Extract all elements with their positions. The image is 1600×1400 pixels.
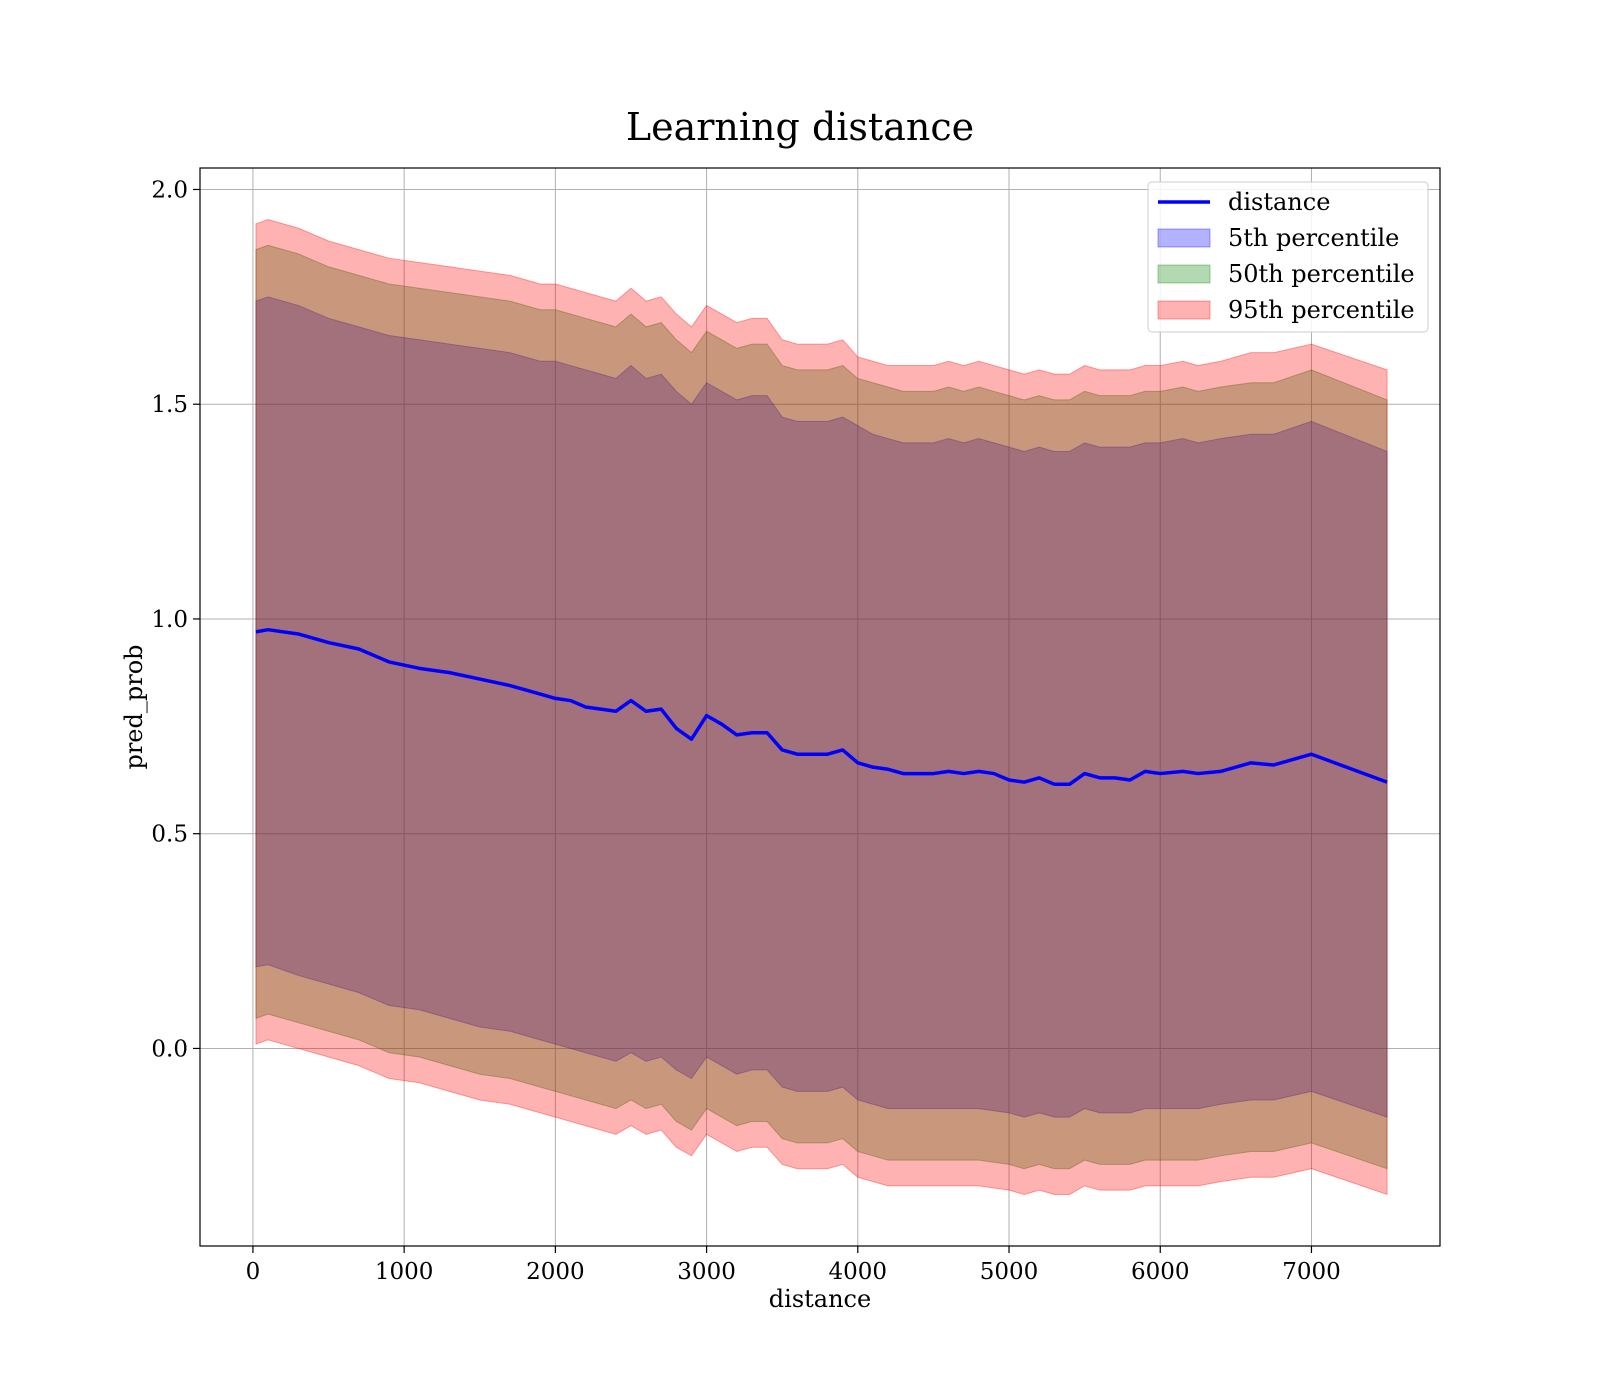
legend-box: [1147, 181, 1429, 333]
y-tick-label: 1.5: [151, 392, 188, 418]
legend-swatch-5th-percentile: [1157, 228, 1211, 248]
x-tick-label: 1000: [375, 1259, 434, 1285]
y-axis-label: pred_prob: [120, 644, 148, 769]
x-tick-label: 0: [246, 1259, 261, 1285]
x-tick-label: 6000: [1131, 1259, 1190, 1285]
y-tick-label: 2.0: [151, 177, 188, 203]
legend-label-50th-percentile: 50th percentile: [1228, 260, 1415, 288]
plot-area: 0 1000 2000 3000 4000 5000 6000 7000 0.0 0.5 1.0 1.…: [151, 167, 1441, 1285]
legend-label-5th-percentile: 5th percentile: [1228, 224, 1399, 252]
chart-title: Learning distance: [626, 105, 974, 149]
y-tick-label: 0.0: [151, 1036, 188, 1062]
x-tick-label: 2000: [526, 1259, 585, 1285]
legend-label-distance: distance: [1228, 188, 1330, 216]
x-tick-label: 3000: [677, 1259, 736, 1285]
x-axis-label: distance: [769, 1285, 871, 1313]
x-tick-label: 5000: [980, 1259, 1039, 1285]
band-50th-percentile: [255, 244, 1388, 1170]
y-tick-label: 0.5: [151, 822, 188, 848]
x-tick-label: 7000: [1282, 1259, 1341, 1285]
legend-swatch-50th-percentile: [1157, 264, 1211, 284]
legend-label-95th-percentile: 95th percentile: [1228, 296, 1415, 324]
x-tick-label: 4000: [829, 1259, 888, 1285]
axes-frame: [199, 167, 1441, 1247]
band-5th-percentile: [255, 296, 1388, 1118]
band-95th-percentile: [255, 219, 1388, 1196]
y-tick-label: 1.0: [151, 607, 188, 633]
legend: distance 5th percentile 50th percentile 95t…: [1147, 181, 1429, 333]
line-distance: [255, 627, 1388, 787]
legend-swatch-95th-percentile: [1157, 300, 1211, 320]
